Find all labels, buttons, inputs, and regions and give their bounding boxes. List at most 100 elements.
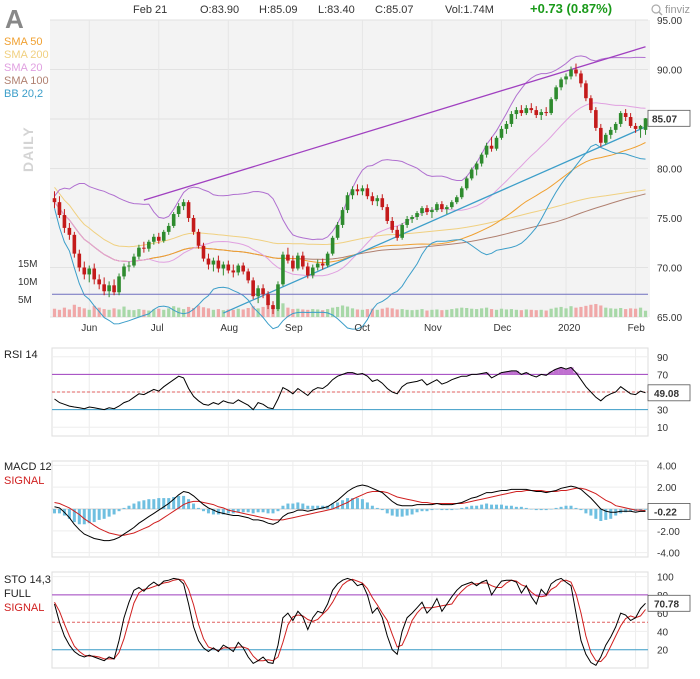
macd-histogram-bar: [286, 503, 290, 509]
volume-bar: [589, 304, 593, 317]
volume-bar: [559, 306, 563, 317]
macd-histogram-bar: [549, 509, 553, 510]
macd-histogram-bar: [455, 509, 459, 510]
macd-histogram-bar: [296, 502, 300, 509]
macd-histogram-bar: [107, 509, 111, 517]
macd-histogram-bar: [470, 505, 474, 509]
macd-histogram-bar: [410, 509, 414, 515]
volume-bar: [331, 307, 335, 317]
volume-bar: [395, 309, 399, 317]
candle-body: [633, 125, 638, 129]
candle-body: [156, 236, 161, 241]
volume-bar: [624, 309, 628, 317]
candle-body: [191, 218, 196, 232]
candle-body: [231, 270, 236, 273]
volume-bar: [77, 306, 81, 317]
volume-bar: [460, 307, 464, 317]
price-tick-label: 90.00: [657, 66, 682, 77]
volume-bar: [445, 309, 449, 317]
volume-bar: [529, 309, 533, 317]
candle-body: [440, 204, 444, 210]
volume-bar: [196, 305, 201, 317]
macd-histogram-bar: [336, 502, 340, 509]
candle-body: [320, 263, 325, 266]
volume-bar: [489, 309, 494, 317]
candle-body: [261, 288, 265, 295]
candle-body: [171, 214, 176, 226]
candle-body: [628, 117, 633, 126]
macd-histogram-bar: [152, 499, 156, 509]
volume-bar: [638, 307, 643, 317]
volume-bar: [306, 309, 310, 317]
candle-body: [524, 108, 529, 114]
macd-histogram-bar: [544, 509, 548, 511]
candle-body: [539, 112, 544, 116]
macd-histogram-bar: [420, 509, 424, 512]
candle-body: [266, 294, 270, 306]
last-price-label: 85.07: [652, 114, 677, 125]
candle-body: [310, 267, 315, 276]
macd-histogram-bar: [499, 504, 503, 509]
legend-entry: SMA 50: [4, 36, 43, 48]
candle-body: [112, 285, 116, 293]
volume-bar: [390, 308, 394, 317]
macd-histogram-bar: [127, 505, 131, 509]
candle-body: [474, 163, 479, 170]
volume-bar: [484, 307, 489, 317]
x-tick-label: Aug: [220, 323, 238, 334]
macd-histogram-bar: [211, 509, 215, 515]
period-label: DAILY: [20, 126, 36, 172]
volume-bar: [211, 309, 216, 317]
stoch-title: STO 14,3,3: [4, 574, 60, 586]
volume-bar: [137, 309, 141, 317]
quote-low: L:83.40: [318, 4, 355, 16]
candle-body: [206, 258, 211, 265]
candle-body: [499, 128, 504, 138]
price-tick-label: 65.00: [657, 313, 682, 324]
macd-histogram-bar: [529, 509, 533, 510]
x-tick-label: Oct: [354, 323, 370, 334]
candle-body: [216, 260, 221, 269]
macd-histogram-bar: [534, 509, 538, 511]
macd-histogram-bar: [216, 509, 220, 515]
macd-histogram-bar: [172, 497, 176, 509]
volume-bar: [186, 306, 191, 317]
candle-body: [469, 169, 474, 179]
macd-histogram-bar: [524, 507, 528, 509]
price-overlays: [52, 46, 648, 330]
indicator-tick-label: 70: [657, 370, 669, 381]
candle-body: [132, 256, 136, 266]
candle-body: [365, 188, 370, 197]
legend-entry: SMA 100: [4, 75, 49, 87]
volume-bar: [182, 309, 186, 317]
volume-bar: [335, 306, 340, 317]
macd-histogram-bar: [236, 509, 240, 513]
macd-histogram-bar: [445, 509, 449, 511]
candle-body: [152, 236, 156, 242]
candle-body: [186, 202, 191, 218]
macd-signal-label: SIGNAL: [4, 475, 44, 487]
candles: [52, 63, 648, 315]
rsi-title: RSI 14: [4, 349, 38, 361]
candle-body: [276, 284, 280, 310]
sma20-line: [54, 102, 646, 277]
macd-histogram-bar: [390, 509, 394, 516]
candle-body: [579, 73, 583, 84]
candle-body: [395, 229, 399, 238]
macd-histogram-bar: [326, 505, 330, 509]
volume-bar: [72, 304, 76, 317]
bollinger-upper-line: [54, 55, 646, 241]
candle-body: [181, 202, 186, 207]
volume-bar: [301, 309, 305, 317]
macd-histogram-bar: [221, 509, 225, 515]
volume-tick-label: 15M: [18, 259, 37, 270]
macd-histogram-bar: [52, 509, 56, 514]
macd-histogram-bar: [92, 509, 96, 523]
macd-histogram-bar: [266, 509, 270, 514]
indicator-tick-label: 40: [657, 627, 669, 638]
candle-body: [325, 253, 330, 266]
finviz-logo[interactable]: finviz: [651, 4, 690, 16]
macd-histogram-bar: [241, 509, 245, 513]
candle-body: [390, 220, 395, 230]
volume-bar: [470, 308, 474, 317]
